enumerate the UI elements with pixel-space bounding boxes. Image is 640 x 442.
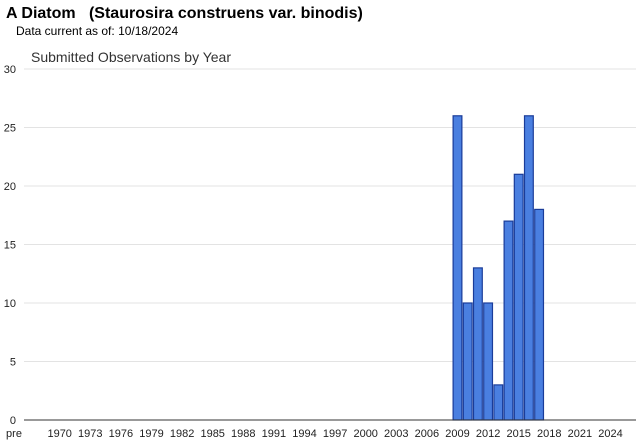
- bar-2015: [513, 173, 524, 421]
- data-date-value: 10/18/2024: [118, 24, 179, 38]
- x-tick-label: 1985: [200, 428, 224, 440]
- x-tick-label: 1979: [139, 428, 163, 440]
- x-tick-label: 1976: [109, 428, 133, 440]
- y-tick-label: 20: [4, 181, 16, 193]
- y-tick-label: 15: [4, 240, 16, 252]
- bars: [452, 115, 545, 421]
- x-tick-label: 1982: [170, 428, 194, 440]
- x-tick-label: pre: [6, 428, 22, 440]
- bar-2017: [534, 208, 545, 421]
- y-axis-ticks: 0 5 10 15 20 25 30: [4, 64, 16, 427]
- x-tick-label: 2021: [568, 428, 592, 440]
- y-tick-label: 30: [4, 64, 16, 76]
- x-tick-label: 1973: [78, 428, 102, 440]
- bar-2014: [503, 220, 514, 421]
- x-tick-label: 1994: [292, 428, 316, 440]
- species-title: A Diatom (Staurosira construens var. bin…: [6, 5, 363, 22]
- x-tick-label: 1988: [231, 428, 255, 440]
- x-tick-label: 1970: [47, 428, 71, 440]
- bar-2010: [462, 302, 473, 421]
- bar-2011: [472, 267, 483, 421]
- x-axis-ticks: pre 1970 1973 1976 1979 1982 1985 1988 1991 1994 1…: [6, 428, 623, 440]
- bar-2012: [483, 302, 494, 421]
- x-tick-label: 2003: [384, 428, 408, 440]
- bar-2009: [452, 115, 463, 421]
- x-tick-label: 2024: [598, 428, 622, 440]
- x-tick-label: 2012: [476, 428, 500, 440]
- x-tick-label: 1991: [262, 428, 286, 440]
- x-tick-label: 2006: [415, 428, 439, 440]
- x-tick-label: 1997: [323, 428, 347, 440]
- y-tick-label: 0: [10, 415, 16, 427]
- chart-title: Submitted Observations by Year: [31, 49, 232, 65]
- gridlines: [24, 68, 636, 362]
- y-tick-label: 5: [10, 357, 16, 369]
- x-tick-label: 2015: [506, 428, 530, 440]
- bar-2016: [523, 115, 534, 421]
- y-tick-label: 10: [4, 298, 16, 310]
- data-date-line: Data current as of: 10/18/2024: [16, 24, 363, 38]
- chart-header: A Diatom (Staurosira construens var. bin…: [6, 4, 363, 38]
- x-tick-label: 2018: [537, 428, 561, 440]
- bar-2013: [493, 384, 504, 421]
- data-date-label: Data current as of:: [16, 24, 115, 38]
- x-tick-label: 2000: [353, 428, 377, 440]
- x-tick-label: 2009: [445, 428, 469, 440]
- y-tick-label: 25: [4, 123, 16, 135]
